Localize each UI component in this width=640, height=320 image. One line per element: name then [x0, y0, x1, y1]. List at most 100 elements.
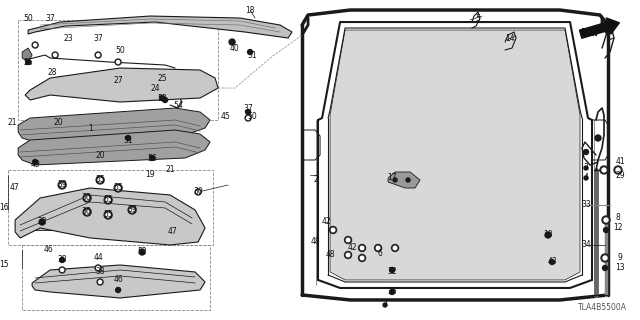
Text: 52: 52 — [138, 247, 147, 257]
Text: 36: 36 — [81, 194, 91, 203]
Circle shape — [60, 183, 64, 187]
Circle shape — [196, 190, 200, 194]
Circle shape — [85, 196, 89, 200]
Circle shape — [130, 208, 134, 212]
Circle shape — [616, 168, 620, 172]
Text: 19: 19 — [145, 171, 155, 180]
Circle shape — [246, 109, 251, 115]
Text: 10: 10 — [543, 230, 553, 239]
Circle shape — [344, 252, 351, 259]
Polygon shape — [32, 265, 205, 298]
Circle shape — [601, 254, 609, 262]
Polygon shape — [330, 30, 580, 280]
Text: 38: 38 — [95, 268, 105, 276]
Circle shape — [99, 280, 102, 284]
Text: 55: 55 — [103, 196, 113, 204]
Text: 39: 39 — [57, 180, 67, 189]
Polygon shape — [22, 48, 32, 62]
Circle shape — [60, 258, 65, 262]
Circle shape — [346, 238, 350, 242]
Text: 24: 24 — [150, 84, 160, 92]
Text: FR.: FR. — [580, 28, 598, 38]
Text: 51: 51 — [124, 135, 133, 145]
Text: 34: 34 — [581, 241, 591, 250]
Text: TLA4B5500A: TLA4B5500A — [578, 303, 627, 312]
Circle shape — [32, 42, 38, 48]
Circle shape — [116, 287, 120, 292]
Circle shape — [394, 246, 397, 250]
Polygon shape — [18, 108, 210, 142]
Text: 6: 6 — [378, 250, 383, 259]
Circle shape — [26, 60, 31, 65]
Circle shape — [195, 189, 201, 195]
Circle shape — [332, 228, 335, 232]
Circle shape — [104, 196, 112, 204]
Text: 37: 37 — [243, 103, 253, 113]
Text: 27: 27 — [113, 76, 123, 84]
Circle shape — [139, 249, 145, 255]
Circle shape — [246, 116, 250, 119]
Circle shape — [61, 268, 63, 271]
Circle shape — [602, 168, 606, 172]
Polygon shape — [388, 172, 420, 188]
Circle shape — [374, 244, 381, 252]
Circle shape — [98, 178, 102, 182]
Circle shape — [358, 244, 365, 252]
Bar — [8, 170, 213, 245]
Text: 45: 45 — [220, 111, 230, 121]
Circle shape — [106, 213, 110, 217]
Text: 54: 54 — [173, 100, 183, 109]
Text: 46: 46 — [44, 245, 53, 254]
Text: 25: 25 — [157, 74, 167, 83]
Circle shape — [33, 159, 38, 164]
Text: 44: 44 — [93, 253, 103, 262]
Circle shape — [95, 52, 101, 58]
Text: 14: 14 — [505, 34, 515, 43]
Text: 18: 18 — [245, 5, 255, 14]
Text: 5: 5 — [476, 13, 481, 22]
Circle shape — [358, 254, 365, 261]
Text: 50: 50 — [23, 13, 33, 22]
Circle shape — [603, 256, 607, 260]
Circle shape — [383, 303, 387, 307]
Circle shape — [104, 211, 112, 219]
Circle shape — [83, 208, 91, 216]
Circle shape — [58, 181, 66, 189]
Text: 47: 47 — [167, 228, 177, 236]
Circle shape — [159, 95, 164, 100]
Circle shape — [602, 266, 607, 270]
Text: 35: 35 — [387, 287, 397, 296]
Text: 22: 22 — [37, 218, 47, 227]
Circle shape — [52, 52, 58, 58]
Circle shape — [248, 50, 253, 54]
Text: 50: 50 — [247, 111, 257, 121]
Text: 47: 47 — [9, 183, 19, 193]
Circle shape — [330, 227, 337, 234]
Circle shape — [96, 176, 104, 184]
Circle shape — [97, 279, 103, 285]
Text: 50: 50 — [115, 45, 125, 54]
Circle shape — [125, 135, 131, 140]
Text: 21: 21 — [8, 117, 17, 126]
Circle shape — [95, 265, 101, 271]
FancyArrowPatch shape — [579, 18, 620, 38]
Circle shape — [115, 59, 121, 65]
Circle shape — [390, 268, 394, 272]
Circle shape — [376, 246, 380, 250]
Circle shape — [360, 256, 364, 260]
Text: 36: 36 — [81, 207, 91, 217]
Polygon shape — [25, 68, 218, 102]
Text: 55: 55 — [95, 175, 105, 185]
Text: 7: 7 — [383, 300, 387, 309]
Circle shape — [604, 228, 609, 233]
Circle shape — [584, 166, 588, 170]
Circle shape — [584, 176, 588, 180]
Circle shape — [114, 184, 122, 192]
Circle shape — [344, 236, 351, 244]
Polygon shape — [15, 188, 205, 245]
Text: 48: 48 — [310, 237, 320, 246]
Text: 29: 29 — [615, 172, 625, 180]
Text: 15: 15 — [0, 260, 9, 269]
Text: 37: 37 — [93, 34, 103, 43]
Text: 16: 16 — [0, 204, 9, 212]
